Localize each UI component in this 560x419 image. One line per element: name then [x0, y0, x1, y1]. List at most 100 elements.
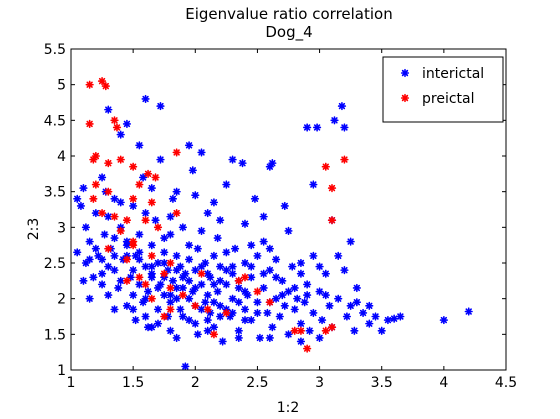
interictal-point [315, 287, 324, 296]
preictal-point [209, 330, 219, 339]
preictal-point [160, 269, 169, 278]
interictal-point [216, 262, 225, 271]
preictal-point [151, 173, 160, 182]
interictal-point [91, 244, 100, 253]
interictal-point [141, 208, 150, 218]
interictal-point [193, 244, 202, 253]
interictal-point [181, 362, 190, 371]
preictal-point [122, 216, 132, 225]
interictal-point [184, 141, 194, 150]
chart-subtitle: Dog_4 [265, 23, 312, 42]
interictal-point [303, 280, 312, 289]
interictal-point [197, 280, 206, 289]
interictal-point [135, 248, 144, 257]
interictal-point [253, 298, 262, 307]
preictal-point [147, 294, 156, 303]
interictal-point [184, 241, 194, 250]
interictal-point [203, 269, 212, 278]
interictal-point [309, 180, 318, 189]
preictal-point [178, 290, 187, 300]
preictal-point [116, 155, 125, 164]
chart-title: Eigenvalue ratio correlation [185, 5, 392, 23]
interictal-point [259, 283, 268, 293]
interictal-point [228, 269, 237, 278]
interictal-point [135, 280, 144, 289]
interictal-point [334, 251, 343, 260]
interictal-point [166, 290, 175, 300]
interictal-point [288, 262, 297, 271]
interictal-point [85, 294, 94, 303]
interictal-point [110, 266, 119, 275]
interictal-point [263, 308, 272, 318]
x-tick-label: 4 [439, 375, 448, 391]
legend-markers [400, 68, 410, 103]
interictal-point [104, 262, 113, 271]
data-points [73, 77, 473, 371]
interictal-point [271, 294, 281, 303]
interictal-point [218, 337, 227, 346]
interictal-point [166, 230, 175, 239]
interictal-point [439, 315, 448, 325]
interictal-point [131, 315, 140, 325]
interictal-point [191, 266, 200, 275]
interictal-point [315, 262, 324, 271]
interictal-point [321, 269, 330, 278]
interictal-point [178, 312, 187, 321]
interictal-point [228, 294, 237, 303]
interictal-point [312, 123, 322, 132]
interictal-point [203, 208, 212, 218]
interictal-point [396, 312, 405, 321]
interictal-point [216, 312, 225, 321]
preictal-point [129, 237, 138, 246]
preictal-point [265, 298, 274, 307]
interictal-point [284, 287, 293, 296]
legend-label-interictal: interictal [422, 66, 484, 82]
preictal-point [191, 301, 200, 310]
interictal-point [222, 266, 231, 275]
preictal-point [129, 162, 138, 171]
interictal-point [296, 269, 306, 278]
interictal-point [116, 130, 125, 139]
y-axis-label: 2:3 [26, 218, 42, 241]
interictal-point [342, 312, 352, 321]
preictal-point [89, 155, 98, 164]
interictal-point [209, 298, 219, 307]
interictal-point [340, 123, 349, 132]
interictal-point [278, 276, 287, 285]
interictal-point [166, 212, 175, 221]
legend: interictal preictal [382, 56, 504, 123]
interictal-point [166, 326, 175, 335]
interictal-point [147, 323, 156, 332]
interictal-point [147, 241, 156, 250]
interictal-point [290, 305, 299, 314]
preictal-point [91, 180, 100, 189]
interictal-point [79, 276, 88, 285]
preictal-point [327, 184, 337, 193]
interictal-point [265, 333, 274, 343]
interictal-point [228, 262, 237, 271]
interictal-point [296, 258, 306, 268]
interictal-point [300, 298, 309, 307]
interictal-point [168, 194, 178, 203]
preictal-point [147, 251, 156, 260]
preictal-point [222, 308, 231, 318]
interictal-point [278, 290, 287, 300]
interictal-point [138, 173, 148, 182]
interictal-point [73, 248, 82, 257]
interictal-point [317, 315, 327, 325]
preictal-point [112, 123, 122, 132]
interictal-point [284, 330, 293, 339]
interictal-point [234, 283, 243, 293]
preictal-point [166, 283, 175, 293]
interictal-point [216, 276, 225, 285]
x-tick-label: 4.5 [495, 375, 517, 391]
interictal-point [141, 262, 150, 271]
interictal-point [156, 155, 165, 164]
preictal-point [253, 287, 262, 296]
interictal-point [234, 326, 243, 335]
x-axis-label: 1:2 [277, 400, 300, 416]
preictal-point [197, 269, 206, 278]
interictal-point [271, 255, 281, 264]
interictal-point [203, 326, 212, 335]
interictal-point [178, 223, 187, 232]
